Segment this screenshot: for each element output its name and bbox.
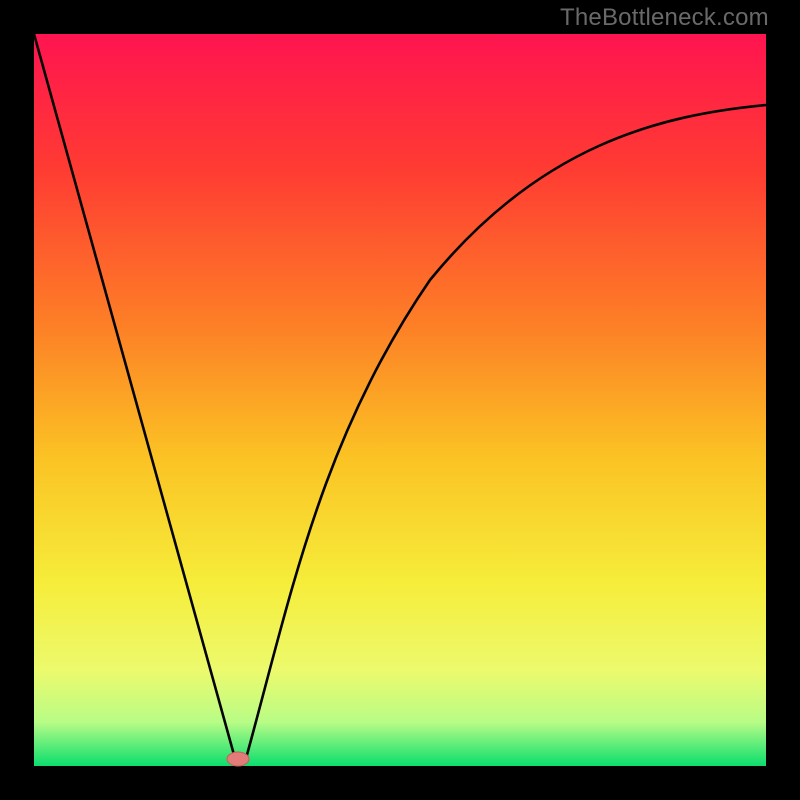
chart-container: TheBottleneck.com <box>0 0 800 800</box>
heat-gradient-background <box>34 34 766 766</box>
watermark-text: TheBottleneck.com <box>560 4 769 32</box>
